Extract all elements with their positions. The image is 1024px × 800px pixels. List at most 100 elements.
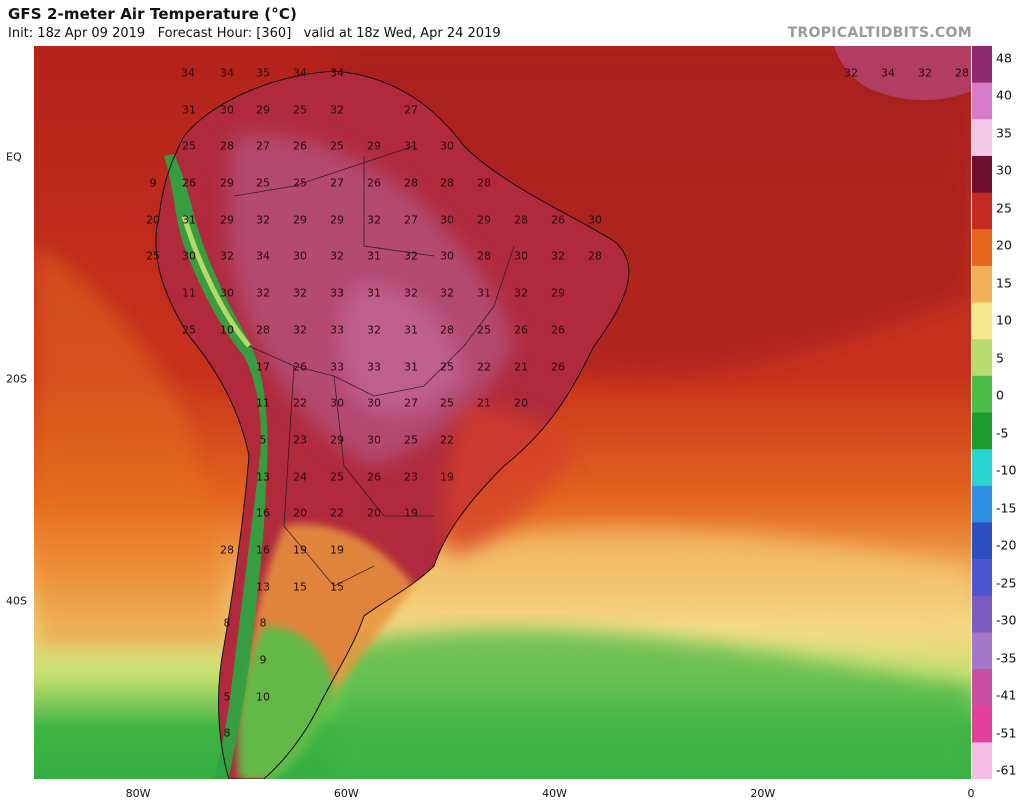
temperature-label: 10 xyxy=(256,690,270,704)
temperature-label: 28 xyxy=(514,213,528,227)
colorbar-label: -10 xyxy=(996,462,1017,478)
temperature-label: 22 xyxy=(293,396,307,410)
temperature-label: 31 xyxy=(477,286,491,300)
temperature-label: 29 xyxy=(367,139,381,153)
temperature-label: 25 xyxy=(146,249,160,263)
temperature-label: 9 xyxy=(149,176,157,190)
temperature-label: 31 xyxy=(404,360,418,374)
temperature-label: 31 xyxy=(367,249,381,263)
temperature-label: 25 xyxy=(256,176,270,190)
temperature-label: 28 xyxy=(440,176,454,190)
coastline xyxy=(155,70,630,779)
colorbar-label: 20 xyxy=(996,237,1012,253)
temperature-label: 30 xyxy=(440,213,454,227)
colorbar-segment xyxy=(972,339,992,377)
temperature-label: 28 xyxy=(477,249,491,263)
temperature-label: 26 xyxy=(293,360,307,374)
colorbar-label: -20 xyxy=(996,537,1017,553)
temperature-label: 29 xyxy=(330,433,344,447)
colorbar-segment xyxy=(972,155,992,194)
temperature-label: 24 xyxy=(293,470,307,484)
colorbar-segment xyxy=(972,265,992,304)
colorbar-segment xyxy=(972,449,992,487)
temperature-label: 25 xyxy=(440,360,454,374)
colorbar-label: -51 xyxy=(996,725,1017,741)
colorbar-segment xyxy=(972,595,992,633)
temperature-label: 32 xyxy=(220,249,234,263)
temperature-label: 28 xyxy=(220,139,234,153)
temperature-label: 30 xyxy=(182,249,196,263)
temperature-label: 34 xyxy=(293,66,307,80)
colorbar-label: 25 xyxy=(996,200,1012,216)
temperature-label: 30 xyxy=(220,103,234,117)
temperature-label: 11 xyxy=(256,396,270,410)
colorbar-label: 15 xyxy=(996,275,1012,291)
forecast-info: Init: 18z Apr 09 2019 Forecast Hour: [36… xyxy=(8,26,501,41)
colorbar-segment xyxy=(972,119,992,157)
colorbar-label: -35 xyxy=(996,650,1017,666)
temperature-label: 19 xyxy=(404,506,418,520)
longitude-label: 0 xyxy=(967,787,975,800)
colorbar-segment xyxy=(972,632,992,670)
temperature-label: 23 xyxy=(404,470,418,484)
temperature-label: 20 xyxy=(514,396,528,410)
temperature-label: 9 xyxy=(259,653,267,667)
temperature-label: 31 xyxy=(367,286,381,300)
temperature-label: 30 xyxy=(367,396,381,410)
temperature-label: 30 xyxy=(367,433,381,447)
temperature-label: 16 xyxy=(256,543,270,557)
temperature-label: 25 xyxy=(182,139,196,153)
temperature-label: 28 xyxy=(477,176,491,190)
temperature-label: 16 xyxy=(256,506,270,520)
temperature-label: 33 xyxy=(330,323,344,337)
temperature-label: 33 xyxy=(330,360,344,374)
temperature-label: 5 xyxy=(259,433,267,447)
colorbar-label: -15 xyxy=(996,500,1017,516)
colorbar-label: -5 xyxy=(996,425,1009,441)
temperature-label: 25 xyxy=(330,470,344,484)
colorbar-label: 35 xyxy=(996,125,1012,141)
temperature-label: 22 xyxy=(330,506,344,520)
temperature-label: 25 xyxy=(182,323,196,337)
temperature-label: 34 xyxy=(220,66,234,80)
temperature-label: 31 xyxy=(182,103,196,117)
temperature-label: 33 xyxy=(330,286,344,300)
colorbar-label: 48 xyxy=(996,50,1012,66)
temperature-label: 17 xyxy=(256,360,270,374)
temperature-label: 25 xyxy=(477,323,491,337)
temperature-label: 29 xyxy=(256,103,270,117)
temperature-label: 22 xyxy=(440,433,454,447)
temperature-label: 34 xyxy=(256,249,270,263)
colorbar-segment xyxy=(972,375,992,413)
temperature-label: 8 xyxy=(223,726,231,740)
colorbar-label: 30 xyxy=(996,162,1012,178)
temperature-label: 30 xyxy=(440,249,454,263)
temperature-label: 32 xyxy=(256,286,270,300)
temperature-label: 32 xyxy=(256,213,270,227)
temperature-label: 30 xyxy=(588,213,602,227)
temperature-label: 26 xyxy=(182,176,196,190)
temperature-label: 32 xyxy=(404,286,418,300)
colorbar-segment xyxy=(972,742,992,779)
longitude-label: 60W xyxy=(333,787,359,800)
temperature-map[interactable]: 34 34 35 34 34 31 30 29 25 32 27 25 28 27 26 25 29 31 30 9 2… xyxy=(34,46,971,779)
temperature-label: 28 xyxy=(256,323,270,337)
colorbar-segment xyxy=(972,522,992,560)
temperature-label: 26 xyxy=(514,323,528,337)
temperature-label: 32 xyxy=(367,213,381,227)
temperature-label: 26 xyxy=(293,139,307,153)
temperature-label: 15 xyxy=(330,580,344,594)
temperature-label: 28 xyxy=(440,323,454,337)
temperature-label: 29 xyxy=(551,286,565,300)
temperature-label: 20 xyxy=(367,506,381,520)
colorbar-segment xyxy=(972,302,992,340)
temperature-label: 28 xyxy=(588,249,602,263)
temperature-label: 25 xyxy=(293,103,307,117)
temperature-label: 26 xyxy=(367,470,381,484)
temperature-label: 25 xyxy=(330,139,344,153)
temperature-label: 33 xyxy=(367,360,381,374)
temperature-label: 29 xyxy=(220,176,234,190)
temperature-label: 10 xyxy=(220,323,234,337)
temperature-label: 29 xyxy=(330,213,344,227)
temperature-label: 19 xyxy=(440,470,454,484)
